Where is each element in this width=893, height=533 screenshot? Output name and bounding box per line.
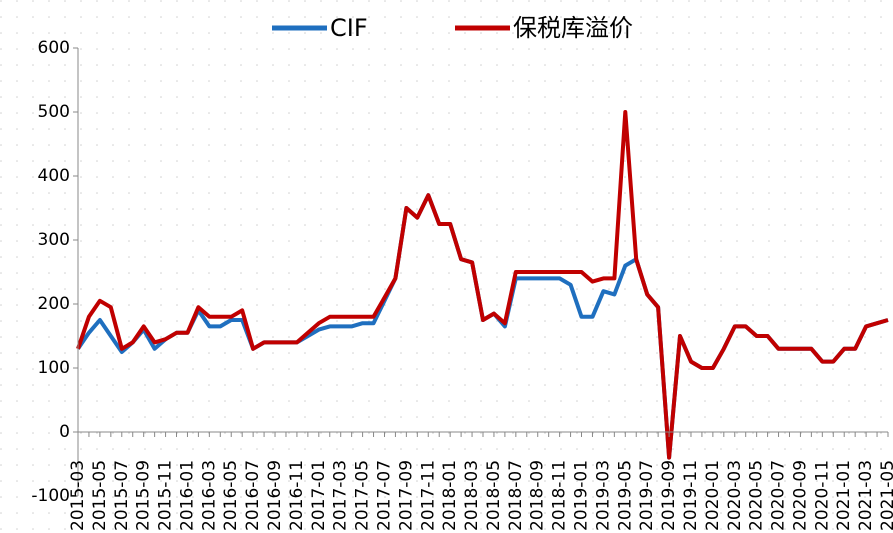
x-tick-label: 2016-05 [221, 460, 241, 531]
legend: CIF 保税库溢价 [272, 14, 633, 42]
y-tick-label: 200 [38, 294, 70, 314]
x-tick-label: 2019-05 [615, 460, 635, 531]
x-tick-label: 2021-01 [834, 460, 854, 531]
x-tick-label: 2018-05 [484, 460, 504, 531]
x-tick-label: 2017-05 [353, 460, 373, 531]
x-tick-label: 2020-09 [790, 460, 810, 531]
x-tick-label: 2016-07 [243, 460, 263, 531]
x-tick-label: 2019-09 [659, 460, 679, 531]
y-tick-label: 100 [38, 358, 70, 378]
x-tick-label: 2018-07 [506, 460, 526, 531]
y-tick-label: 400 [38, 166, 70, 186]
y-tick-label: 600 [38, 38, 70, 58]
x-tick-label: 2019-07 [637, 460, 657, 531]
x-tick-label: 2020-03 [725, 460, 745, 531]
x-tick-label: 2020-11 [812, 460, 832, 531]
legend-label: 保税库溢价 [513, 14, 633, 42]
x-tick-label: 2017-03 [331, 460, 351, 531]
x-tick-label: 2015-07 [112, 460, 132, 531]
x-tick-label: 2018-11 [550, 460, 570, 531]
x-tick-label: 2018-01 [440, 460, 460, 531]
x-tick-label: 2015-03 [68, 460, 88, 531]
x-tick-label: 2015-05 [90, 460, 110, 531]
y-tick-label: -100 [31, 486, 70, 506]
x-tick-label: 2021-05 [878, 460, 893, 531]
x-tick-label: 2020-07 [769, 460, 789, 531]
x-tick-label: 2016-03 [199, 460, 219, 531]
x-tick-label: 2017-07 [374, 460, 394, 531]
x-tick-label: 2020-01 [703, 460, 723, 531]
x-tick-label: 2016-09 [265, 460, 285, 531]
legend-label: CIF [330, 14, 368, 42]
x-tick-label: 2015-09 [134, 460, 154, 531]
y-tick-label: 500 [38, 102, 70, 122]
series-line [76, 110, 889, 460]
x-tick-label: 2018-03 [462, 460, 482, 531]
x-tick-label: 2016-11 [287, 460, 307, 531]
x-tick-label: 2019-11 [681, 460, 701, 531]
x-tick-label: 2017-11 [418, 460, 438, 531]
x-tick-label: 2017-01 [309, 460, 329, 531]
x-tick-label: 2019-01 [572, 460, 592, 531]
y-tick-label: 300 [38, 230, 70, 250]
x-tick-label: 2018-09 [528, 460, 548, 531]
x-tick-label: 2015-11 [156, 460, 176, 531]
x-tick-label: 2017-09 [396, 460, 416, 531]
plot [76, 110, 889, 460]
y-tick-label: 0 [59, 422, 70, 442]
x-tick-label: 2020-05 [747, 460, 767, 531]
x-tick-label: 2016-01 [177, 460, 197, 531]
x-tick-label: 2019-03 [593, 460, 613, 531]
x-tick-label: 2021-03 [856, 460, 876, 531]
